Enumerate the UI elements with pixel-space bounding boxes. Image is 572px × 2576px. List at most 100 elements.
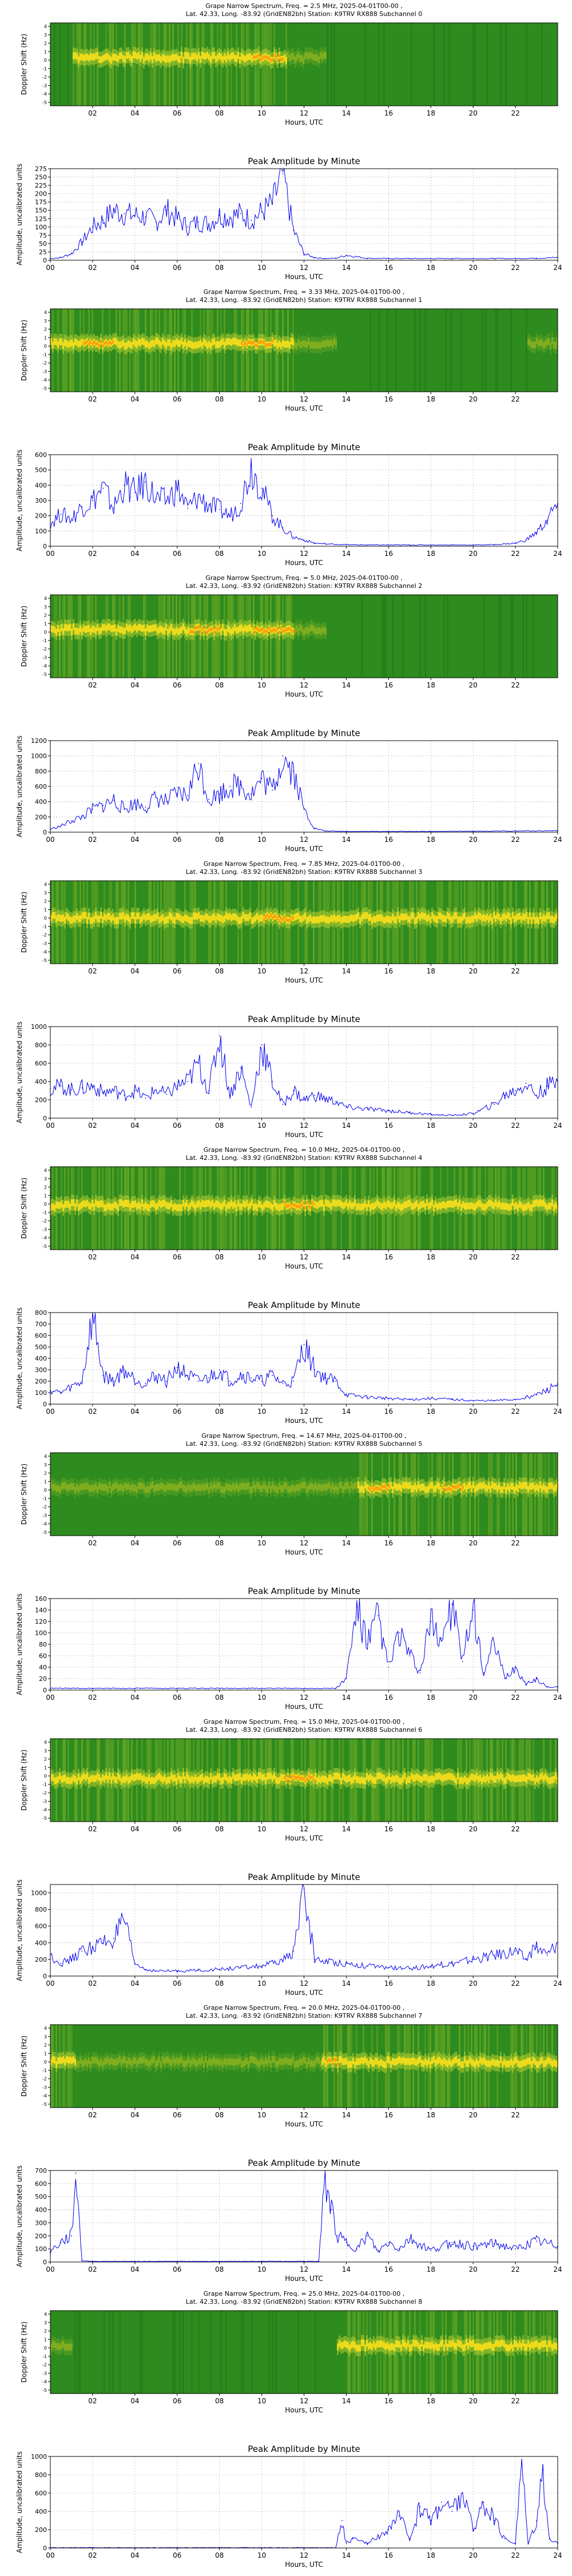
- band-core: [519, 1200, 521, 1207]
- band-core: [164, 917, 165, 924]
- band-core: [515, 1484, 517, 1490]
- band-core: [539, 912, 541, 919]
- band-hot: [90, 340, 92, 344]
- band-core: [243, 1774, 244, 1781]
- band-core: [186, 1772, 188, 1779]
- band-core: [78, 1204, 80, 1211]
- spread-strip: [64, 595, 66, 678]
- band-core: [152, 56, 153, 63]
- amplitude-xtick-label: 16: [384, 1694, 393, 1702]
- band-core: [174, 54, 176, 61]
- amplitude-ytick-label: 600: [35, 783, 47, 790]
- band-core: [198, 912, 200, 919]
- texture-strip: [474, 23, 476, 106]
- amplitude-data-point: [451, 1604, 452, 1605]
- amplitude-data-point: [102, 1375, 104, 1376]
- band-core: [279, 340, 280, 347]
- band-hot: [385, 1485, 387, 1489]
- band-hot: [292, 630, 294, 633]
- amplitude-title: Peak Amplitude by Minute: [248, 728, 360, 738]
- band-core: [260, 1485, 261, 1492]
- band-core: [333, 1199, 335, 1206]
- band-core: [447, 1201, 448, 1208]
- band-hot: [191, 630, 193, 633]
- spread-strip: [205, 595, 206, 678]
- amplitude-data-point: [430, 544, 431, 546]
- band-core: [253, 917, 255, 924]
- band-core: [129, 1204, 131, 1211]
- band-core: [416, 1485, 418, 1492]
- band-core: [181, 916, 182, 923]
- amplitude-data-point: [166, 1094, 167, 1095]
- band-hot: [208, 629, 210, 632]
- band-core: [309, 51, 311, 58]
- band-core: [225, 339, 227, 345]
- spectrum-xtick-label: 20: [469, 967, 478, 975]
- band-core: [510, 1482, 512, 1489]
- band-core: [109, 1772, 110, 1779]
- band-core: [399, 1203, 400, 1210]
- band-core: [551, 337, 553, 344]
- band-core: [121, 52, 122, 59]
- spectrum-xtick-label: 06: [173, 395, 181, 403]
- band-core: [141, 915, 143, 922]
- band-core: [126, 1200, 128, 1207]
- band-core: [138, 1482, 140, 1489]
- band-core: [299, 624, 301, 631]
- band-core: [255, 1485, 256, 1492]
- band-core: [340, 1778, 342, 1784]
- band-core: [95, 1483, 97, 1490]
- band-core: [98, 1482, 100, 1489]
- amplitude-data-point: [208, 1090, 209, 1091]
- band-core: [249, 625, 251, 631]
- band-core: [376, 1773, 378, 1780]
- amplitude-xtick-label: 22: [511, 836, 519, 844]
- band-hot: [291, 916, 292, 919]
- band-core: [193, 1777, 194, 1784]
- band-core: [194, 1204, 196, 1211]
- band-core: [59, 339, 61, 345]
- band-core: [80, 915, 81, 922]
- band-core: [138, 1202, 140, 1209]
- band-hot: [454, 1485, 455, 1489]
- amplitude-data-point: [229, 1095, 231, 1096]
- band-core: [382, 915, 383, 922]
- amplitude-title: Peak Amplitude by Minute: [248, 156, 360, 166]
- band-core: [330, 1775, 332, 1782]
- band-core: [327, 916, 328, 923]
- band-core: [134, 340, 136, 347]
- spectrum-ytick-label: 3: [44, 605, 47, 610]
- band-core: [210, 1202, 212, 1209]
- band-core: [189, 917, 191, 924]
- band-core: [368, 914, 370, 921]
- band-core: [234, 55, 236, 62]
- band-core: [66, 340, 67, 347]
- band-core: [146, 1486, 148, 1493]
- band-core: [392, 914, 394, 921]
- amplitude-data-point: [505, 1095, 506, 1096]
- spread-strip: [69, 595, 71, 678]
- band-core: [275, 1203, 277, 1210]
- band-core: [490, 1486, 491, 1493]
- amplitude-data-point: [409, 1655, 410, 1656]
- band-core: [452, 1201, 454, 1208]
- band-hot: [112, 340, 114, 344]
- band-core: [69, 1483, 71, 1490]
- spectrum-title-line1: Grape Narrow Spectrum, Freq. = 14.67 MHz…: [201, 1432, 407, 1440]
- band-hot: [277, 58, 279, 62]
- band-core: [388, 1201, 390, 1208]
- amplitude-xtick-label: 08: [215, 550, 224, 558]
- band-core: [86, 1482, 88, 1489]
- band-core: [114, 917, 116, 924]
- spectrum-xtick-label: 02: [88, 1253, 97, 1261]
- band-core: [217, 1481, 219, 1488]
- amplitude-data-point: [251, 793, 252, 794]
- band-core: [165, 624, 167, 631]
- amplitude-xtick-label: 18: [427, 1122, 435, 1130]
- spread-strip: [114, 595, 116, 678]
- band-core: [517, 913, 519, 920]
- band-core: [328, 1775, 330, 1782]
- band-core: [92, 917, 93, 924]
- band-core: [229, 913, 231, 920]
- band-core: [373, 916, 375, 923]
